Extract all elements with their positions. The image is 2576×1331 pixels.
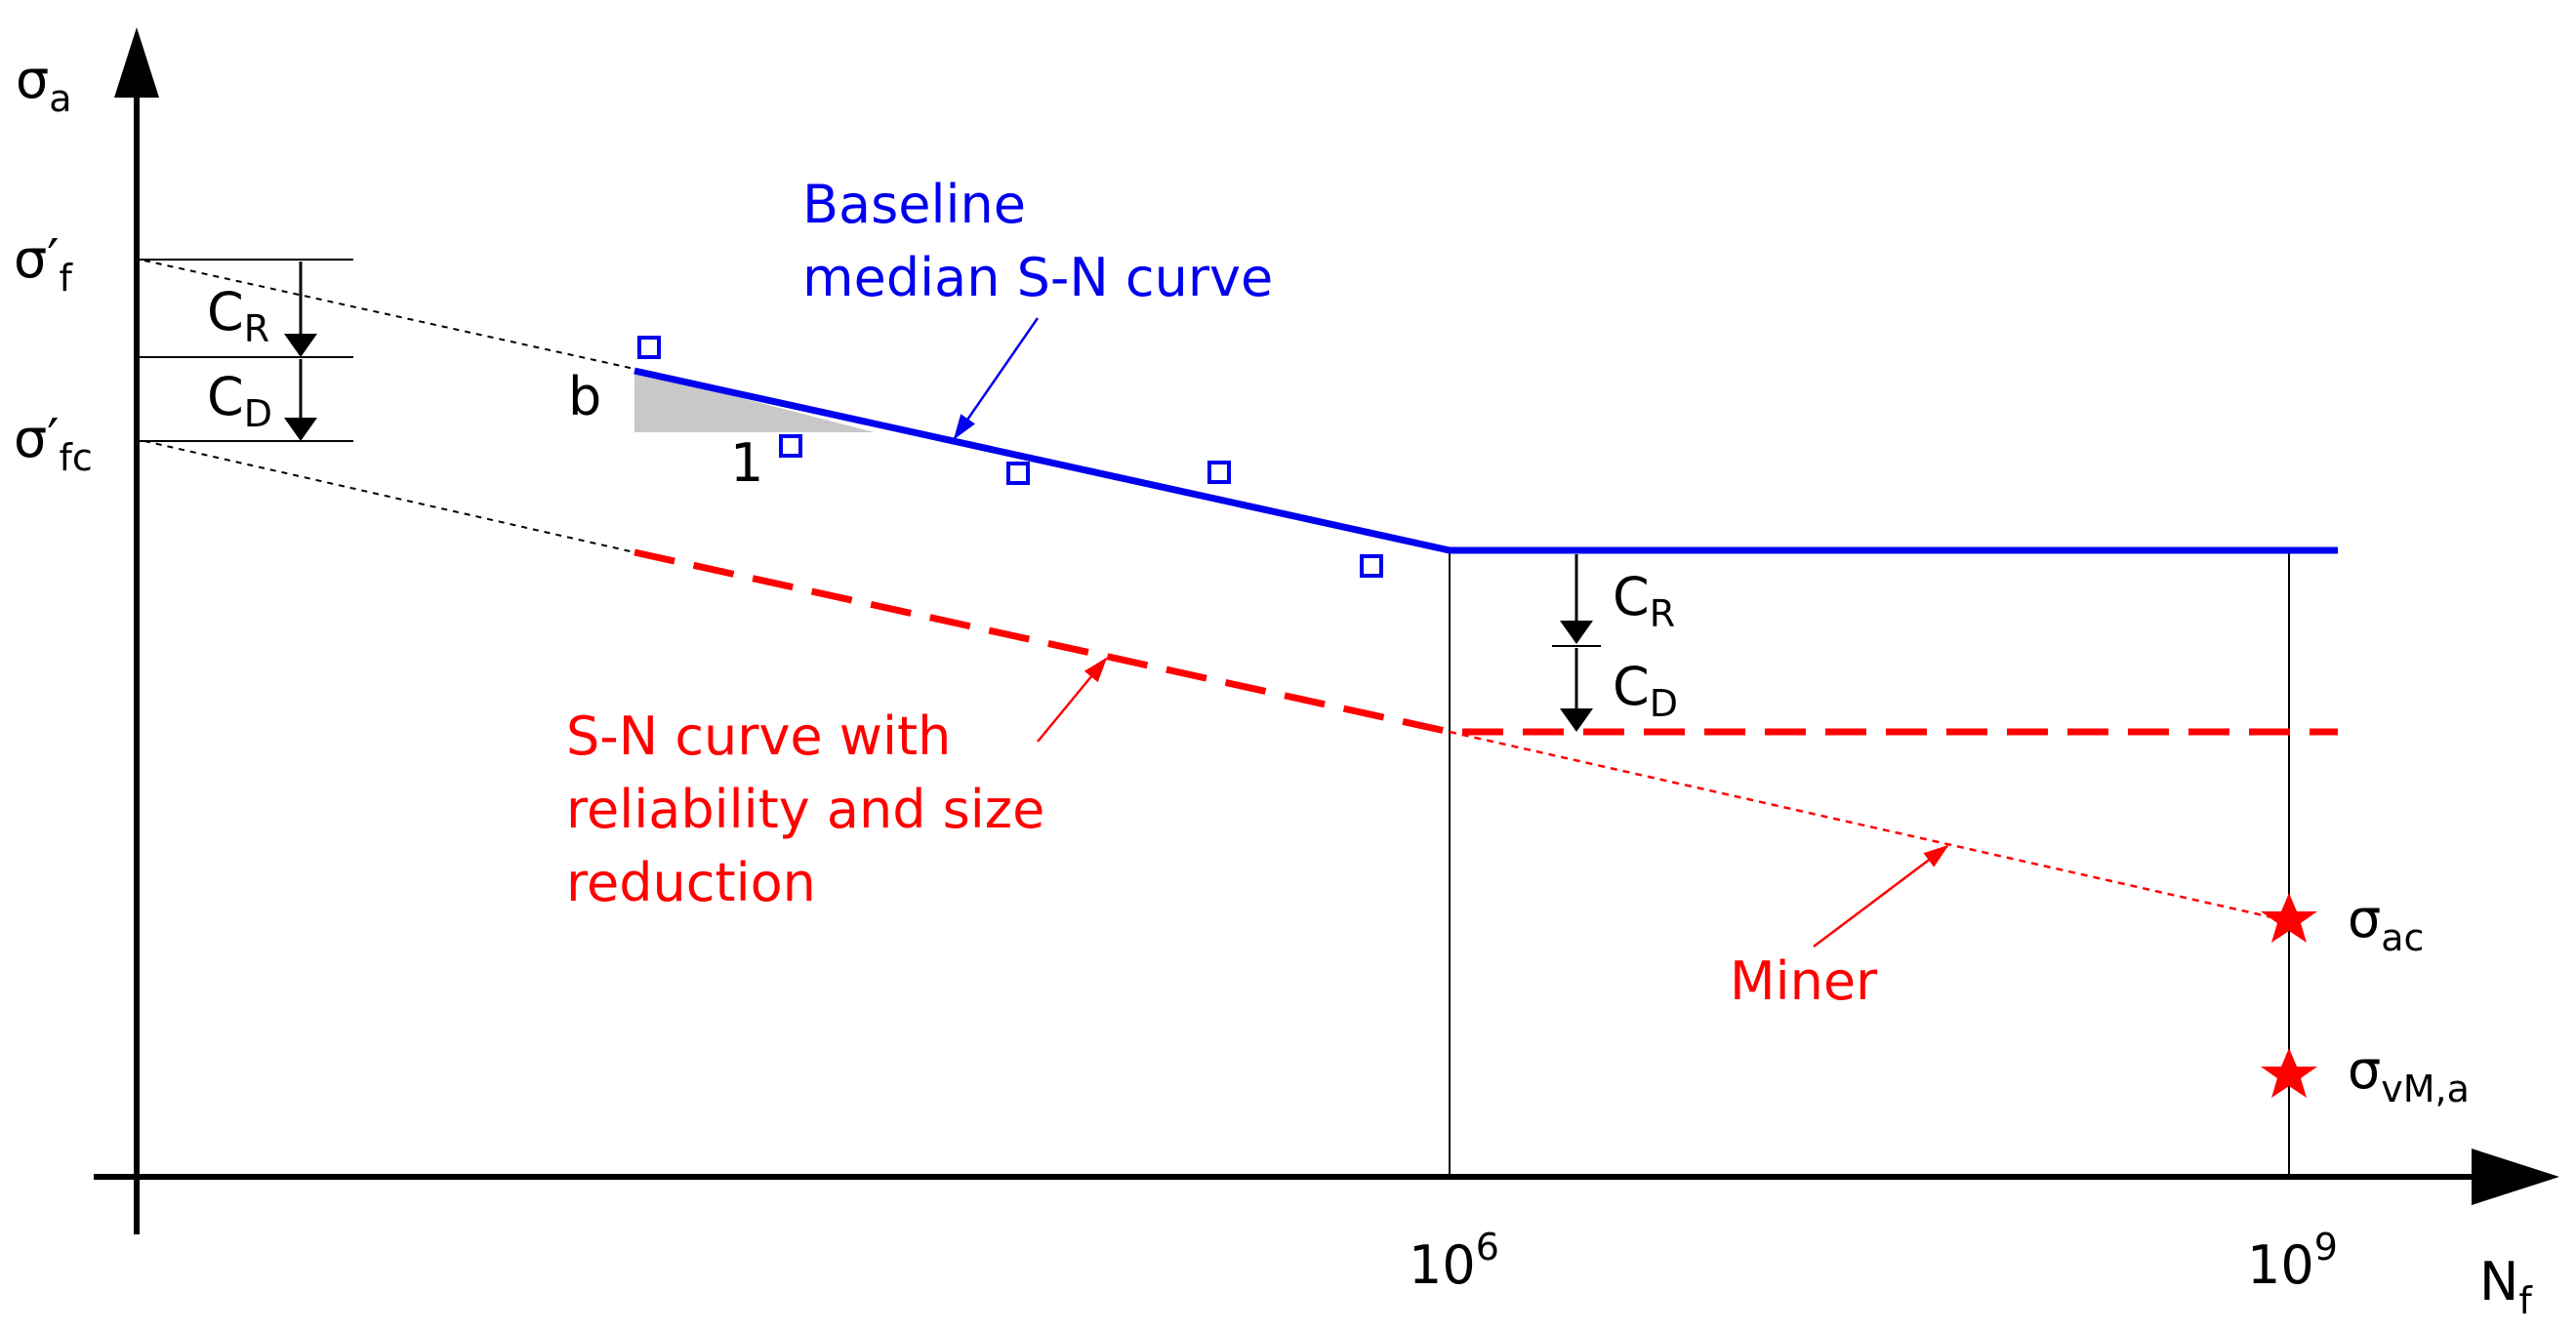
- slope-one-label: 1: [730, 432, 763, 494]
- baseline-label-line1: Baseline: [802, 174, 1026, 235]
- miner-label: Miner: [1730, 950, 1878, 1012]
- baseline-label-line2: median S-N curve: [802, 247, 1273, 308]
- left-cr-label: CR: [207, 281, 269, 350]
- baseline-pointer-arrow: [953, 317, 1040, 440]
- right-cr-label: CR: [1613, 566, 1675, 635]
- sigma-ac-label: σac: [2348, 888, 2424, 959]
- right-cd-label: CD: [1613, 656, 1678, 725]
- reduced-extrapolation: [143, 440, 635, 553]
- data-point: [1207, 461, 1231, 484]
- miner-pointer-arrow: [1813, 844, 1949, 948]
- x-axis-arrowhead: [2472, 1149, 2559, 1205]
- n-1e9-label: 109: [2247, 1226, 2338, 1296]
- sigma-fc-label: σ′fc: [14, 408, 93, 479]
- sigma-vm-star: [2261, 1048, 2317, 1098]
- reduced-label-line1: S-N curve with: [566, 706, 951, 767]
- x-axis-label: Nf: [2479, 1251, 2533, 1322]
- n-1e6-label: 106: [1409, 1226, 1499, 1296]
- y-axis-arrowhead: [114, 27, 159, 98]
- y-axis-label: σa: [16, 49, 72, 120]
- baseline-sn-curve: [634, 367, 2338, 554]
- sigma-f-label: σ′f: [14, 228, 74, 300]
- sigma-ac-star: [2261, 893, 2317, 943]
- slope-b-label: b: [568, 366, 601, 427]
- reduced-label-line2: reliability and size: [566, 779, 1044, 840]
- data-point: [779, 434, 802, 458]
- data-point: [637, 336, 661, 359]
- baseline-extrapolation: [143, 260, 635, 370]
- miner-line: [1449, 730, 2290, 923]
- reduced-label-line3: reduction: [566, 852, 816, 913]
- sigma-vm-label: σvM,a: [2348, 1039, 2470, 1110]
- data-point: [1360, 554, 1383, 578]
- data-point: [1006, 462, 1030, 485]
- reduced-pointer-arrow: [1037, 657, 1108, 743]
- left-cd-label: CD: [207, 366, 272, 435]
- reduced-sn-curve: [634, 548, 2338, 736]
